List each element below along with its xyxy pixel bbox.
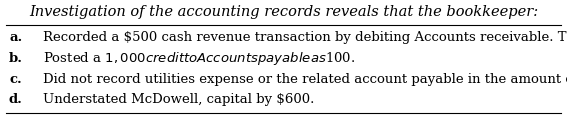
Text: c.: c. [10, 73, 22, 86]
Text: b.: b. [9, 52, 22, 65]
Text: Understated McDowell, capital by $600.: Understated McDowell, capital by $600. [44, 93, 315, 106]
Text: Posted a $1,000 credit to Accounts payable as $100.: Posted a $1,000 credit to Accounts payab… [44, 50, 356, 67]
Text: Did not record utilities expense or the related account payable in the amount of: Did not record utilities expense or the … [44, 73, 567, 86]
Text: Recorded a $500 cash revenue transaction by debiting Accounts receivable. The cr: Recorded a $500 cash revenue transaction… [44, 31, 567, 44]
Text: Investigation of the accounting records reveals that the bookkeeper:: Investigation of the accounting records … [29, 5, 538, 19]
Text: d.: d. [9, 93, 22, 106]
Text: a.: a. [9, 31, 22, 44]
